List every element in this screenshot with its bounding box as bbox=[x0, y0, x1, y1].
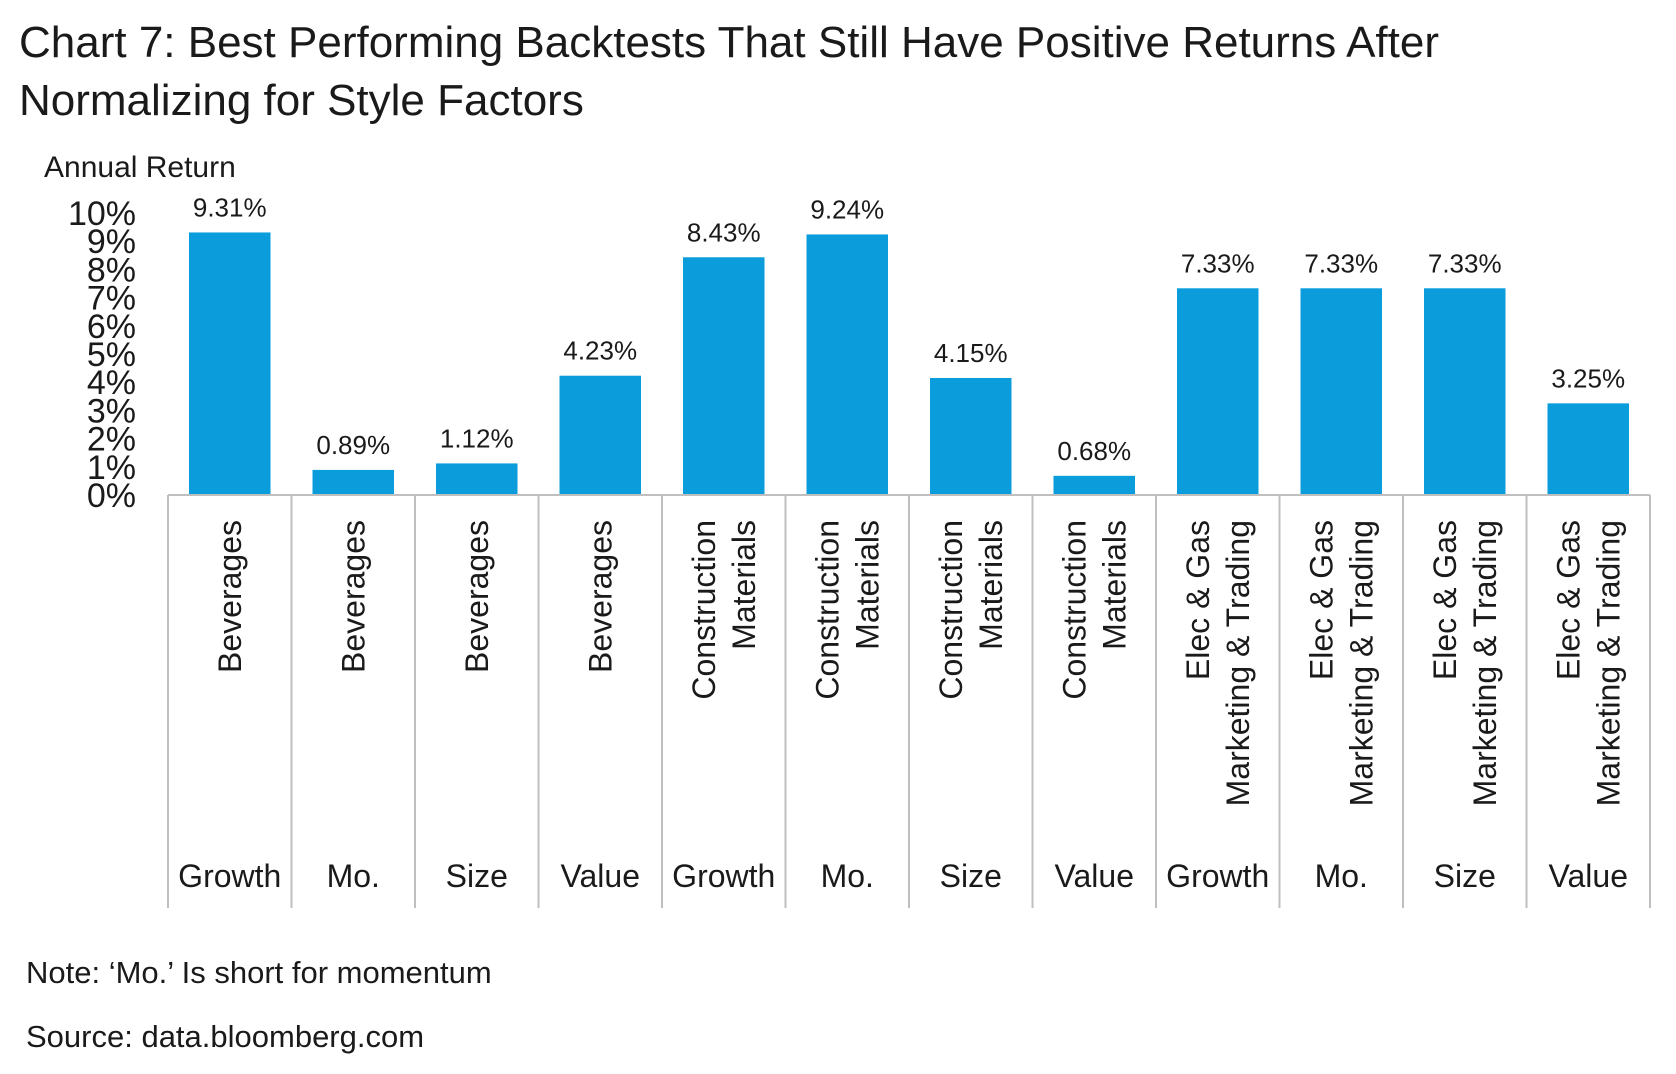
y-tick-label: 4% bbox=[87, 364, 136, 402]
y-tick-label: 3% bbox=[87, 392, 136, 430]
industry-label: Elec & Gas bbox=[1427, 520, 1463, 680]
bar bbox=[929, 377, 1012, 495]
bar bbox=[188, 232, 271, 495]
factor-label: Mo. bbox=[1315, 858, 1368, 894]
industry-label: Marketing & Trading bbox=[1220, 520, 1256, 806]
bar-data-label: 0.89% bbox=[316, 430, 390, 460]
y-tick-label: 5% bbox=[87, 336, 136, 374]
industry-label: Marketing & Trading bbox=[1467, 520, 1503, 806]
factor-label: Mo. bbox=[821, 858, 874, 894]
y-tick-label: 2% bbox=[87, 421, 136, 459]
industry-label: Marketing & Trading bbox=[1343, 520, 1379, 806]
x-axis bbox=[167, 494, 1651, 908]
industry-label: Beverages bbox=[212, 520, 248, 673]
industry-label: Elec & Gas bbox=[1550, 520, 1586, 680]
y-tick-label: 10% bbox=[68, 195, 136, 233]
industry-label: Materials bbox=[726, 520, 762, 650]
industry-label: Construction bbox=[933, 520, 969, 700]
y-tick-label: 7% bbox=[87, 280, 136, 318]
industry-label: Beverages bbox=[582, 520, 618, 673]
bar-data-label: 0.68% bbox=[1057, 436, 1131, 466]
bar bbox=[1423, 288, 1506, 495]
bars bbox=[188, 232, 1630, 495]
factor-label: Size bbox=[940, 858, 1002, 894]
factor-label: Growth bbox=[1166, 858, 1269, 894]
chart-title: Chart 7: Best Performing Backtests That … bbox=[19, 18, 1439, 125]
factor-labels: Growth Mo. Size Value Growth Mo. Size Value Grow… bbox=[178, 858, 1628, 894]
bar bbox=[1300, 288, 1383, 495]
chart-note: Note: ‘Mo.’ Is short for momentum bbox=[26, 955, 492, 990]
bar bbox=[1547, 403, 1630, 495]
bar-data-label: 7.33% bbox=[1428, 248, 1502, 278]
industry-label: Construction bbox=[809, 520, 845, 700]
bar-data-label: 1.12% bbox=[440, 423, 514, 453]
bar bbox=[312, 469, 395, 495]
factor-label: Value bbox=[1055, 858, 1134, 894]
bar bbox=[435, 463, 518, 495]
industry-label: Construction bbox=[686, 520, 722, 700]
factor-label: Growth bbox=[178, 858, 281, 894]
industry-label: Beverages bbox=[335, 520, 371, 673]
y-axis-label: Annual Return bbox=[44, 151, 236, 184]
bar-data-label: 9.24% bbox=[810, 194, 884, 224]
industry-label: Materials bbox=[1096, 520, 1132, 650]
y-tick-label: 9% bbox=[87, 223, 136, 261]
bar-data-label: 8.43% bbox=[687, 217, 761, 247]
factor-label: Size bbox=[446, 858, 508, 894]
bar bbox=[1176, 288, 1259, 495]
bar-data-label: 7.33% bbox=[1181, 248, 1255, 278]
y-tick-label: 6% bbox=[87, 308, 136, 346]
industry-label: Materials bbox=[973, 520, 1009, 650]
bar bbox=[806, 234, 889, 495]
industry-label: Elec & Gas bbox=[1180, 520, 1216, 680]
y-tick-label: 1% bbox=[87, 449, 136, 487]
industry-labels: Beverages Beverages Beverages Beverages Cons… bbox=[212, 520, 1627, 806]
bar bbox=[559, 375, 642, 495]
bar-data-label: 9.31% bbox=[193, 192, 267, 222]
y-tick-label: 0% bbox=[87, 477, 136, 515]
y-axis-ticks: 0%1%2%3%4%5%6%7%8%9%10% bbox=[68, 195, 136, 515]
factor-label: Value bbox=[1549, 858, 1628, 894]
factor-label: Size bbox=[1434, 858, 1496, 894]
bar-data-label: 3.25% bbox=[1551, 363, 1625, 393]
bar-data-label: 7.33% bbox=[1304, 248, 1378, 278]
factor-label: Growth bbox=[672, 858, 775, 894]
industry-label: Construction bbox=[1056, 520, 1092, 700]
factor-label: Mo. bbox=[327, 858, 380, 894]
y-tick-label: 8% bbox=[87, 251, 136, 289]
industry-label: Elec & Gas bbox=[1303, 520, 1339, 680]
industry-label: Materials bbox=[849, 520, 885, 650]
factor-label: Value bbox=[561, 858, 640, 894]
bar bbox=[682, 257, 765, 495]
bar-data-labels: 9.31% 0.89% 1.12% 4.23% 8.43% 9.24% 4.15% 0.68%… bbox=[193, 192, 1625, 465]
industry-label: Beverages bbox=[459, 520, 495, 673]
bar-data-label: 4.15% bbox=[934, 338, 1008, 368]
chart-source: Source: data.bloomberg.com bbox=[26, 1019, 425, 1054]
industry-label: Marketing & Trading bbox=[1590, 520, 1626, 806]
bar-chart: Annual Return 0%1%2%3%4%5%6%7%8%9%10% 9.… bbox=[44, 151, 1651, 908]
bar-data-label: 4.23% bbox=[563, 336, 637, 366]
bar bbox=[1053, 475, 1136, 495]
